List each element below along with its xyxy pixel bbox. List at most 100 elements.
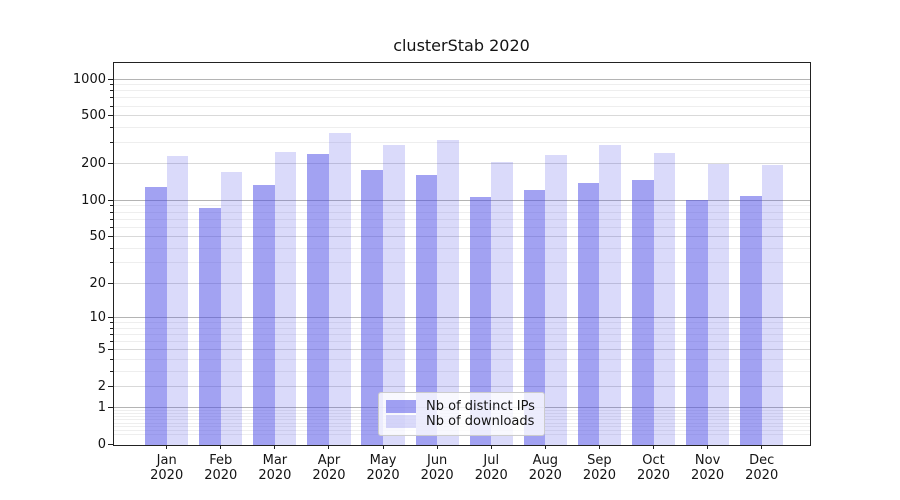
gridline-minor bbox=[114, 334, 810, 335]
bar-distinct-ips bbox=[577, 183, 600, 445]
y-tick-label: 500 bbox=[81, 108, 106, 124]
bar-distinct-ips bbox=[307, 153, 329, 445]
bar-downloads bbox=[653, 152, 676, 445]
x-tick-mark bbox=[166, 445, 168, 449]
y-minor-tick-mark bbox=[110, 247, 113, 249]
gridline-minor bbox=[114, 327, 810, 329]
x-tick-label: May 2020 bbox=[366, 453, 400, 483]
y-minor-tick-mark bbox=[110, 370, 113, 372]
y-minor-tick-mark bbox=[110, 84, 113, 86]
gridline-major bbox=[114, 115, 810, 117]
chart-title: clusterStab 2020 bbox=[393, 36, 530, 55]
y-minor-tick-mark bbox=[110, 142, 113, 144]
y-tick-label: 1000 bbox=[72, 71, 106, 87]
bar-distinct-ips bbox=[631, 179, 654, 445]
y-tick-mark bbox=[108, 444, 113, 445]
x-tick-label: Dec 2020 bbox=[745, 453, 779, 483]
gridline-major bbox=[114, 163, 810, 165]
gridline-minor bbox=[114, 226, 810, 228]
y-minor-tick-mark bbox=[110, 358, 113, 360]
y-tick-mark bbox=[108, 78, 113, 80]
x-tick-mark bbox=[544, 445, 546, 449]
x-tick-label: Apr 2020 bbox=[312, 453, 346, 483]
y-tick-mark bbox=[108, 199, 113, 201]
x-tick-mark bbox=[653, 445, 655, 449]
y-minor-tick-mark bbox=[110, 218, 113, 220]
bar-distinct-ips bbox=[740, 195, 762, 445]
y-minor-tick-mark bbox=[110, 226, 113, 228]
y-minor-tick-mark bbox=[110, 97, 113, 99]
gridline-major bbox=[114, 349, 810, 351]
x-tick-label: Jan 2020 bbox=[150, 453, 184, 483]
y-minor-tick-mark bbox=[110, 105, 113, 107]
gridline-minor bbox=[114, 126, 810, 128]
gridline-minor bbox=[114, 358, 810, 360]
bar-distinct-ips bbox=[253, 185, 275, 445]
x-tick-mark bbox=[707, 445, 709, 449]
gridline-minor bbox=[114, 105, 810, 107]
x-tick-mark bbox=[328, 445, 330, 449]
y-tick-mark bbox=[108, 282, 113, 284]
bar-distinct-ips bbox=[199, 208, 221, 445]
gridline-minor bbox=[114, 322, 810, 324]
y-tick-mark bbox=[108, 407, 113, 409]
x-tick-mark bbox=[490, 445, 492, 449]
bar-distinct-ips bbox=[686, 200, 708, 445]
bar-downloads bbox=[599, 144, 622, 445]
y-tick-label: 200 bbox=[81, 156, 106, 172]
legend: Nb of distinct IPs Nb of downloads bbox=[378, 392, 545, 436]
bar-distinct-ips bbox=[361, 170, 384, 445]
x-tick-mark bbox=[761, 445, 763, 449]
legend-swatch-distinct-ips-icon bbox=[386, 400, 416, 413]
y-tick-label: 50 bbox=[89, 229, 106, 245]
y-minor-tick-mark bbox=[110, 262, 113, 264]
y-tick-mark bbox=[108, 385, 113, 387]
y-minor-tick-mark bbox=[110, 211, 113, 213]
x-tick-mark bbox=[436, 445, 438, 449]
y-tick-mark bbox=[108, 163, 113, 165]
gridline-minor bbox=[114, 84, 810, 86]
x-tick-label: Feb 2020 bbox=[204, 453, 238, 483]
bar-downloads bbox=[166, 155, 189, 445]
y-tick-label: 1 bbox=[97, 400, 106, 416]
plot-area: Nb of distinct IPs Nb of downloads bbox=[113, 62, 811, 446]
gridline-minor bbox=[114, 247, 810, 249]
y-tick-mark bbox=[108, 115, 113, 117]
y-tick-label: 20 bbox=[89, 275, 106, 291]
x-tick-mark bbox=[598, 445, 600, 449]
bar-downloads bbox=[437, 139, 459, 445]
x-tick-label: Aug 2020 bbox=[528, 453, 562, 483]
gridline-major bbox=[114, 385, 810, 387]
gridline-major bbox=[114, 199, 810, 201]
gridline-major bbox=[114, 282, 810, 284]
x-tick-label: Jun 2020 bbox=[420, 453, 454, 483]
gridline-minor bbox=[114, 142, 810, 144]
y-minor-tick-mark bbox=[110, 126, 113, 128]
legend-item-distinct-ips: Nb of distinct IPs bbox=[386, 399, 538, 414]
x-tick-mark bbox=[220, 445, 222, 449]
y-tick-mark bbox=[108, 349, 113, 351]
bar-downloads bbox=[707, 164, 730, 445]
legend-item-downloads: Nb of downloads bbox=[386, 414, 538, 429]
legend-label: Nb of downloads bbox=[426, 414, 535, 429]
bar-downloads bbox=[491, 162, 513, 445]
x-tick-label: Nov 2020 bbox=[691, 453, 725, 483]
y-minor-tick-mark bbox=[110, 341, 113, 343]
bar-downloads bbox=[274, 152, 297, 445]
bar-distinct-ips bbox=[523, 190, 546, 445]
bar-distinct-ips bbox=[469, 196, 492, 445]
gridline-minor bbox=[114, 205, 810, 207]
gridline-minor bbox=[114, 218, 810, 220]
gridline-minor bbox=[114, 90, 810, 92]
y-tick-mark bbox=[108, 236, 113, 238]
gridline-minor bbox=[114, 262, 810, 264]
gridline-minor bbox=[114, 211, 810, 213]
x-tick-mark bbox=[382, 445, 384, 449]
y-tick-label: 100 bbox=[81, 192, 106, 208]
x-tick-label: Sep 2020 bbox=[582, 453, 616, 483]
legend-label: Nb of distinct IPs bbox=[426, 399, 535, 414]
gridline-minor bbox=[114, 370, 810, 372]
x-tick-label: Jul 2020 bbox=[474, 453, 508, 483]
bar-downloads bbox=[383, 144, 405, 445]
y-minor-tick-mark bbox=[110, 322, 113, 324]
